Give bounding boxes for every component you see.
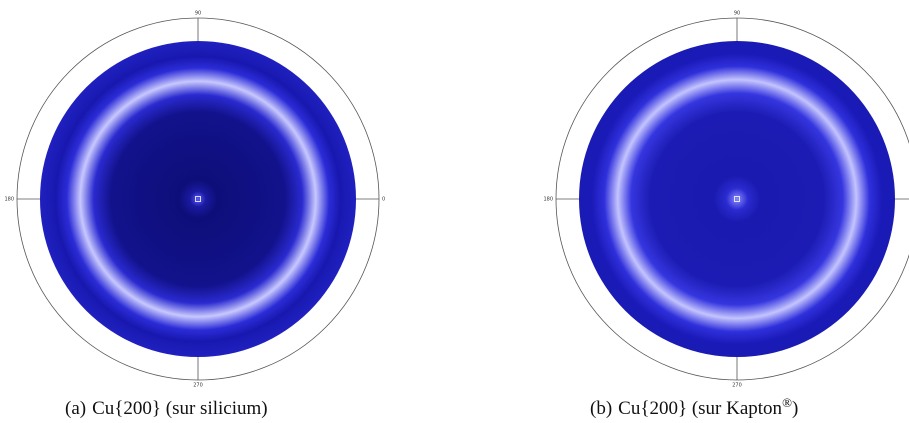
tick-label: 270 bbox=[193, 383, 203, 389]
caption-close: ) bbox=[792, 398, 798, 419]
tick-label: 270 bbox=[732, 383, 742, 389]
intensity-disk bbox=[579, 41, 895, 357]
pole-figure: 90 270 180 0 bbox=[4, 11, 385, 389]
caption-mark: ® bbox=[782, 395, 792, 410]
caption-tag: (a) bbox=[65, 398, 86, 419]
center-marker bbox=[734, 196, 740, 202]
tick-label: 0 bbox=[382, 197, 385, 203]
tick-label: 180 bbox=[543, 197, 553, 203]
tick-label: 90 bbox=[734, 11, 740, 17]
caption-text: Cu{200} (sur silicium) bbox=[92, 398, 268, 419]
caption-tag: (b) bbox=[590, 398, 612, 419]
tick-label: 180 bbox=[4, 197, 14, 203]
caption: (a) Cu{200} (sur silicium) bbox=[65, 398, 268, 419]
tick-label: 90 bbox=[195, 11, 201, 17]
caption-text: Cu{200} (sur Kapton bbox=[618, 398, 782, 419]
intensity-disk bbox=[40, 41, 356, 357]
caption: (b) Cu{200} (sur Kapton®) bbox=[590, 395, 798, 419]
center-marker bbox=[195, 196, 201, 202]
